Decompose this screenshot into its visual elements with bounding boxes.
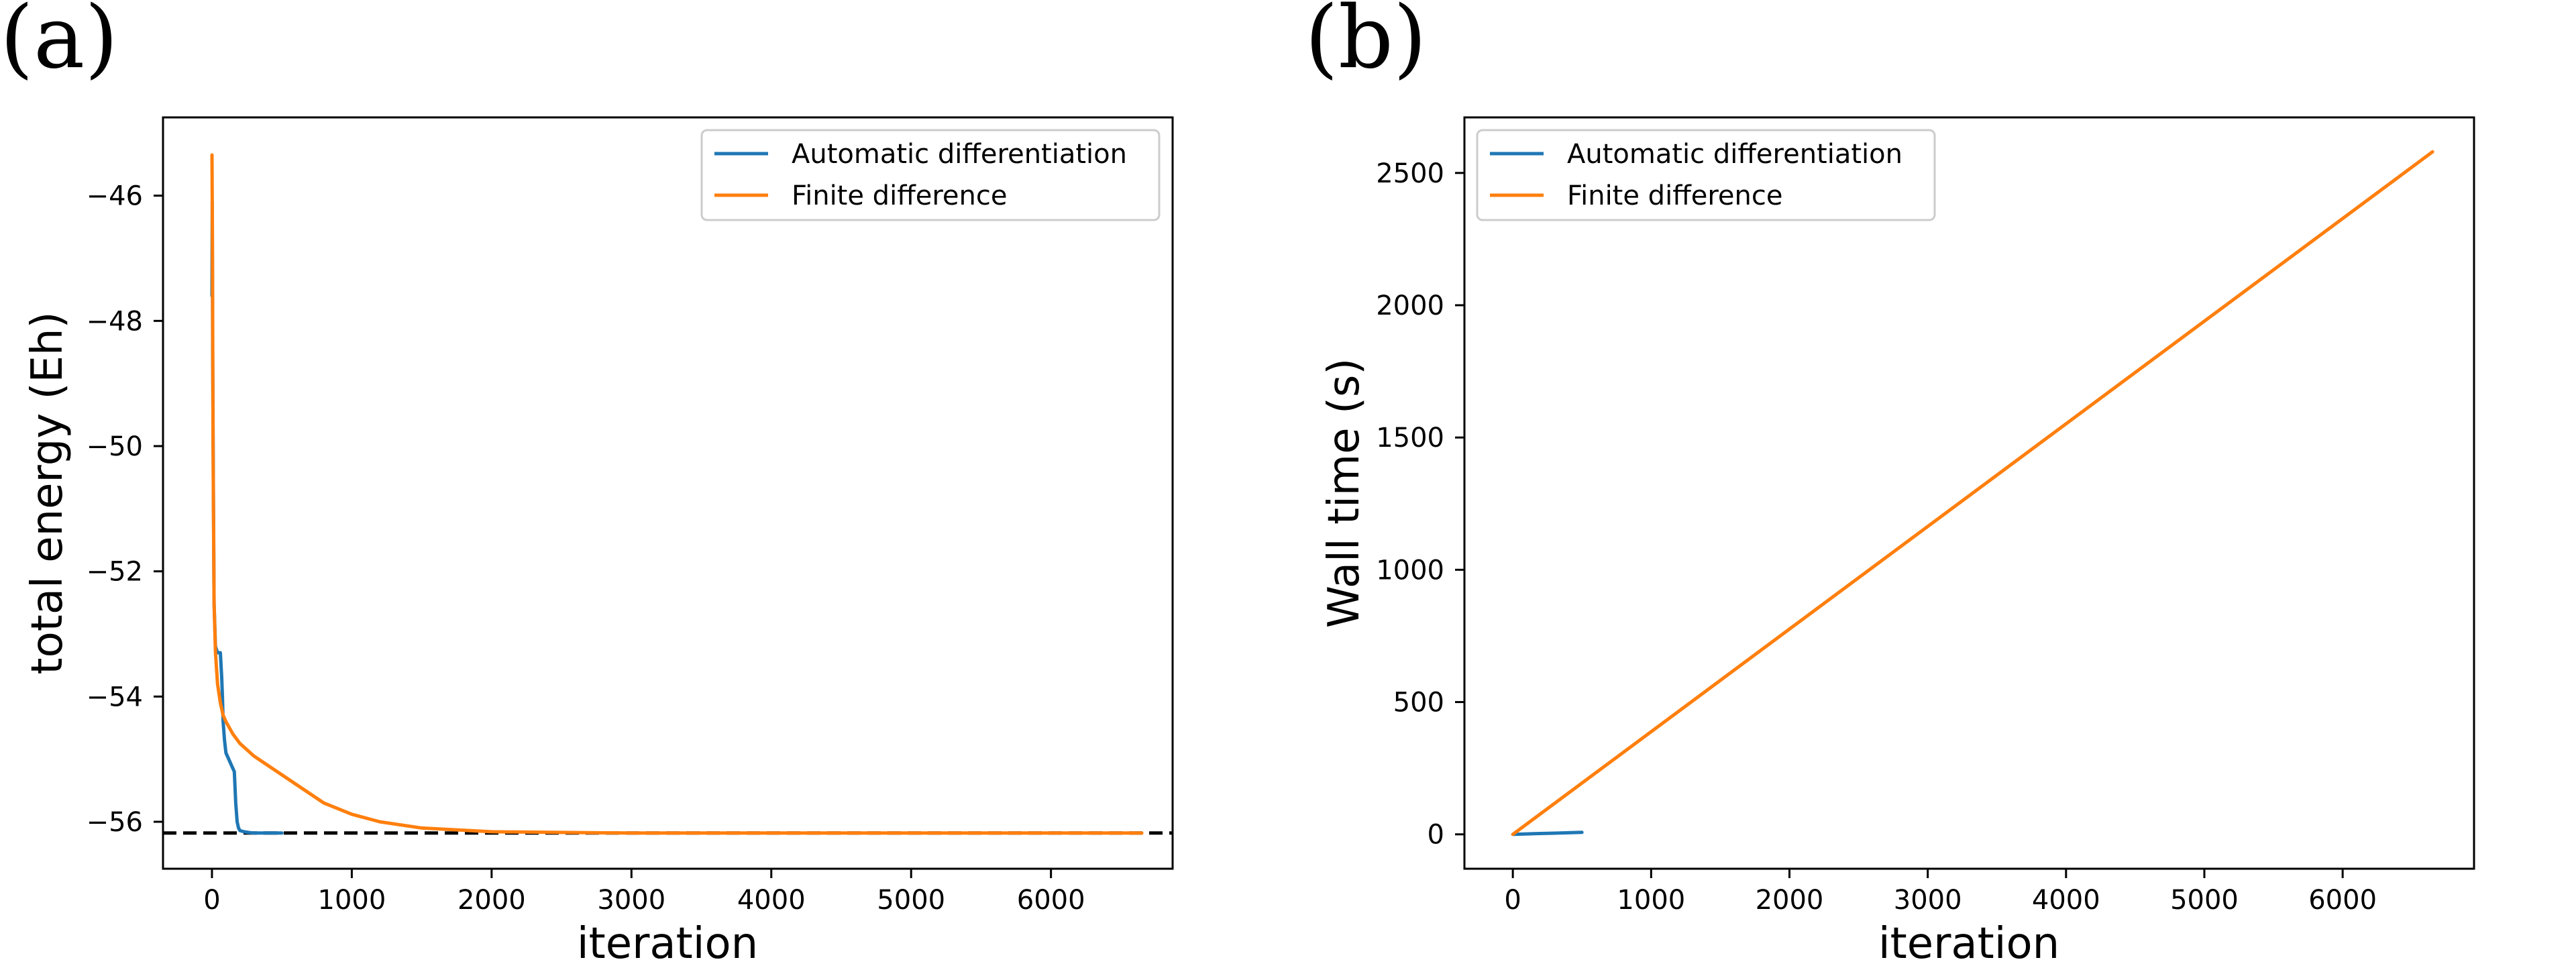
chart-a-legend-label-finite: Finite difference bbox=[792, 180, 1007, 211]
chart-a-legend-box bbox=[700, 129, 1161, 221]
chart-b-series bbox=[1511, 150, 2434, 837]
chart-a-xtick-label: 6000 bbox=[1017, 885, 1085, 916]
chart-a-ytick-label: −52 bbox=[87, 557, 143, 588]
chart-a-legend-label-auto: Automatic differentiation bbox=[792, 139, 1127, 170]
chart-a-x-axis-label: iteration bbox=[577, 919, 758, 966]
chart-b-xtick-label: 4000 bbox=[2032, 885, 2100, 916]
chart-b-panel-label: (b) bbox=[1305, 0, 1427, 88]
chart-a-panel-label: (a) bbox=[0, 0, 118, 88]
chart-b-ticks: 0 1000 2000 3000 4000 5000 6000 0 500 1000 1500 200… bbox=[1376, 158, 2377, 916]
chart-a-xtick-label: 0 bbox=[203, 885, 220, 916]
chart-a-y-axis-label: total energy (Eh) bbox=[23, 312, 72, 675]
chart-b-ytick-label: 2000 bbox=[1376, 290, 1444, 321]
chart-b-xtick-label: 2000 bbox=[1756, 885, 1824, 916]
chart-b-xtick-label: 1000 bbox=[1617, 885, 1685, 916]
chart-b-xtick-label: 0 bbox=[1504, 885, 1521, 916]
chart-a-ytick-label: −46 bbox=[87, 181, 143, 212]
chart-b-ytick-label: 0 bbox=[1428, 820, 1444, 851]
chart-b-legend-label-finite: Finite difference bbox=[1567, 180, 1782, 211]
chart-b-legend-box bbox=[1476, 129, 1936, 221]
chart-b-xtick-label: 5000 bbox=[2170, 885, 2239, 916]
chart-a-ytick-label: −56 bbox=[87, 807, 143, 838]
chart-a-series-automatic-differentiation bbox=[210, 200, 284, 835]
chart-b-xtick-label: 3000 bbox=[1894, 885, 1962, 916]
chart-a-plot-frame bbox=[162, 116, 1174, 870]
chart-a-xtick-label: 2000 bbox=[458, 885, 526, 916]
chart-a-xtick-label: 1000 bbox=[318, 885, 386, 916]
chart-a-ticks: 0 1000 2000 3000 4000 5000 6000 −46 −48 −50 −52 −54… bbox=[87, 181, 1085, 916]
chart-a-ytick-label: −50 bbox=[87, 431, 143, 462]
chart-b-ytick-label: 2500 bbox=[1376, 158, 1444, 189]
chart-b-ytick-label: 1000 bbox=[1376, 555, 1444, 586]
chart-a-ytick-label: −54 bbox=[87, 682, 143, 712]
chart-b-legend-label-auto: Automatic differentiation bbox=[1567, 139, 1902, 170]
chart-b-ytick-label: 1500 bbox=[1376, 423, 1444, 453]
chart-b: (b) 0 1000 2000 3000 4000 5000 6000 0 500 1000 150… bbox=[1305, 0, 2475, 966]
chart-a-xtick-label: 3000 bbox=[597, 885, 665, 916]
chart-a-xtick-label: 5000 bbox=[877, 885, 945, 916]
chart-b-series-finite-difference bbox=[1511, 150, 2434, 837]
chart-a: (a) 0 1000 2000 3000 4000 5000 6000 −46 −48 −50 −5… bbox=[0, 0, 1174, 966]
chart-b-series-automatic-differentiation bbox=[1511, 830, 1584, 837]
chart-b-y-axis-label: Wall time (s) bbox=[1320, 358, 1369, 629]
chart-b-legend[interactable]: Automatic differentiation Finite differe… bbox=[1476, 129, 1936, 221]
chart-a-legend[interactable]: Automatic differentiation Finite differe… bbox=[700, 129, 1161, 221]
chart-a-series bbox=[210, 153, 1144, 835]
chart-a-xtick-label: 4000 bbox=[737, 885, 806, 916]
chart-b-plot-frame bbox=[1463, 116, 2475, 870]
chart-a-ytick-label: −48 bbox=[87, 306, 143, 337]
chart-a-series-finite-difference bbox=[210, 153, 1144, 835]
chart-b-ytick-label: 500 bbox=[1393, 688, 1444, 718]
chart-b-x-axis-label: iteration bbox=[1878, 919, 2059, 966]
chart-b-xtick-label: 6000 bbox=[2308, 885, 2377, 916]
